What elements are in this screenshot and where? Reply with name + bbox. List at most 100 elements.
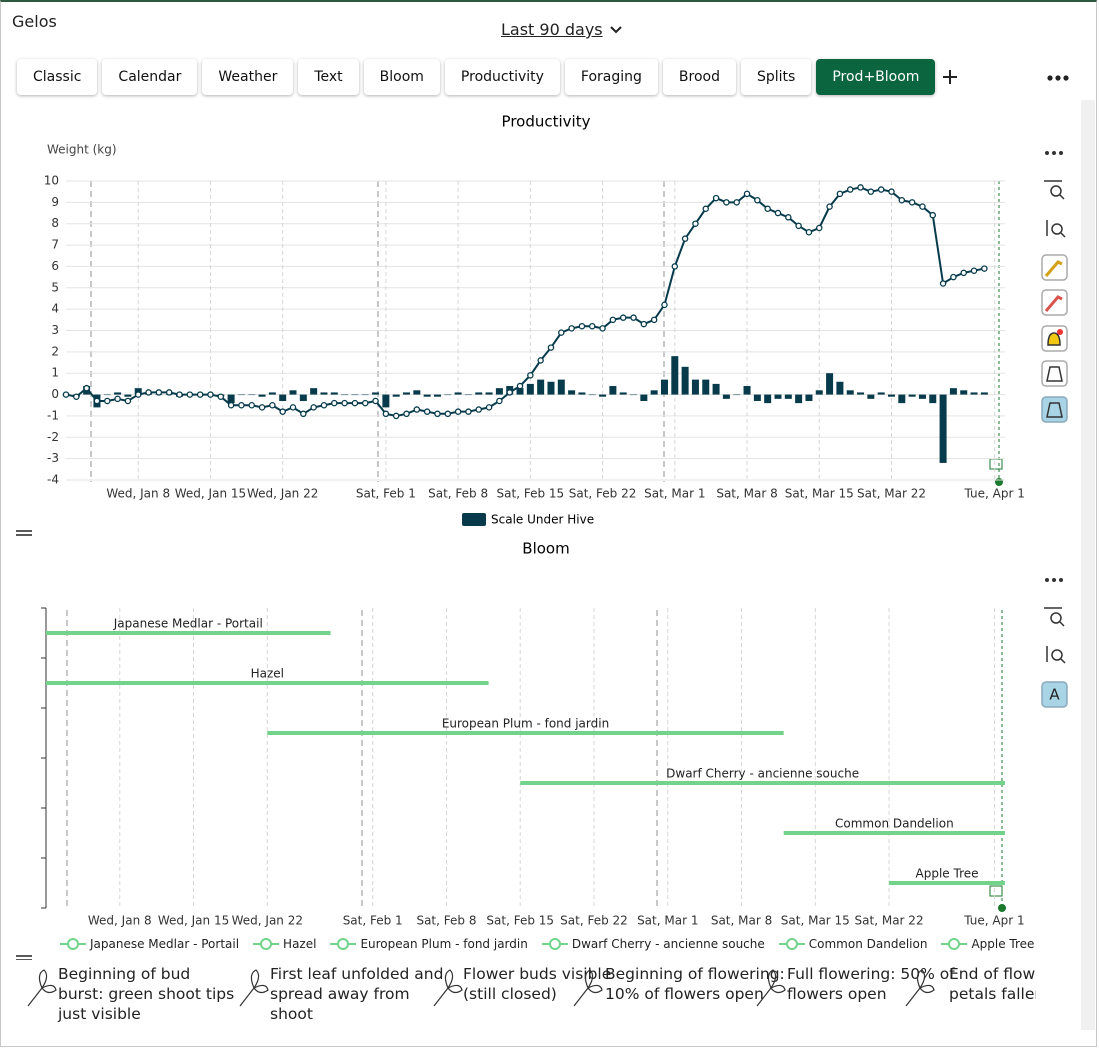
line-point [929,211,937,219]
bar [444,394,452,396]
line-point [774,209,782,217]
bar [361,394,369,396]
tab[interactable]: Brood [662,59,736,95]
tab[interactable]: Productivity [444,59,560,95]
legend-label: Common Dandelion [808,937,928,951]
bar [495,388,503,395]
line-point [310,404,317,411]
range-selector[interactable]: Last 90 days [501,20,603,39]
plus-icon[interactable] [943,70,957,84]
legend-item[interactable]: European Plum - fond jardin [330,937,528,951]
bar [733,394,741,396]
tool-label[interactable]: A [1049,686,1060,704]
bar [588,394,596,396]
y-tick-label: -3 [47,451,59,465]
tab[interactable]: Foraging [564,59,658,95]
legend-item[interactable]: Apple Tree [941,937,1034,951]
bar [557,379,565,395]
tab[interactable]: Weather [202,59,294,95]
bar [413,390,421,395]
bar [712,383,720,395]
y-axis-label: Weight (kg) [47,143,117,157]
stage-label: Beginning of bud burst: green shoot tips… [58,965,235,1023]
tab[interactable]: Splits [741,59,812,95]
bar [392,394,400,397]
line-point [279,408,286,415]
bloom-label: Dwarf Cherry - ancienne souche [666,767,859,781]
legend-item[interactable]: Dwarf Cherry - ancienne souche [541,937,765,951]
tab-bar: Classic Calendar Weather Text Bloom Productiv… [17,59,936,95]
line-point [403,410,410,418]
line-point [155,389,163,396]
tab[interactable]: Prod+Bloom [816,59,936,95]
zoom-y-icon[interactable] [1046,220,1066,238]
stage-icon [756,969,786,1007]
tool-button[interactable] [1041,325,1068,352]
bar [619,392,627,395]
line-point [62,391,70,398]
legend-item[interactable]: Japanese Medlar - Portail [60,937,239,951]
tool-button[interactable] [1041,360,1068,387]
tool-button[interactable] [1041,396,1068,423]
x-tick-label: Sat, Feb 1 [343,914,403,928]
stage-label: Full flowering: 50% of flowers open [787,965,955,1003]
tab[interactable]: Text [298,59,359,95]
month-line [66,181,665,908]
tab[interactable]: Calendar [102,59,198,95]
legend-item[interactable]: Common Dandelion [778,937,928,951]
y-tick-label: 4 [51,302,59,316]
zoom-y-icon[interactable] [1046,646,1066,664]
legend-label: Apple Tree [971,937,1035,951]
line-point [970,267,978,274]
zoom-x-icon[interactable] [1044,180,1065,200]
legend-glyph [60,938,86,950]
legend-item[interactable]: Hazel [253,937,316,951]
bar [568,390,576,395]
y-tick-label: -1 [47,408,59,422]
bar [279,394,287,401]
line-point [331,399,338,407]
bar [578,392,586,395]
line-point [392,412,400,420]
x-tick-label: Sat, Feb 1 [356,487,416,501]
line-point [238,401,245,409]
bloom-label: Apple Tree [916,867,979,881]
drag-handle[interactable] [16,530,32,536]
zoom-x-icon[interactable] [1044,607,1065,627]
bar [609,386,617,395]
tool-button[interactable] [1041,681,1068,708]
chevron[interactable] [609,25,623,35]
y-tick-label: 1 [51,366,59,380]
menu-icon[interactable] [1045,578,1063,582]
line-point [630,314,637,321]
line-point [785,214,792,221]
line-point [217,393,225,400]
bar [423,394,431,397]
line-point [351,399,359,407]
tab[interactable]: Bloom [363,59,440,95]
menu-icon[interactable] [1045,151,1063,155]
bar [630,394,638,396]
bar [877,392,885,395]
line-point [537,357,544,364]
line-point [196,391,204,398]
line-point [207,391,214,398]
line-point [413,406,421,413]
y-tick-label: 0 [51,387,59,401]
bar [970,392,978,395]
bar [836,381,844,395]
line-point [434,410,441,418]
bar [640,394,648,401]
tool-button[interactable] [1041,289,1068,316]
more-icon[interactable] [1047,75,1069,81]
line-point [609,316,617,324]
tool-button[interactable] [1041,254,1068,281]
y-tick-label: 2 [51,344,59,358]
tab[interactable]: Classic [17,59,98,95]
bar [939,394,947,463]
bar [464,394,472,396]
bar [784,394,792,399]
legend-label: Hazel [283,937,317,951]
line-point [619,314,627,321]
bar [310,388,318,395]
